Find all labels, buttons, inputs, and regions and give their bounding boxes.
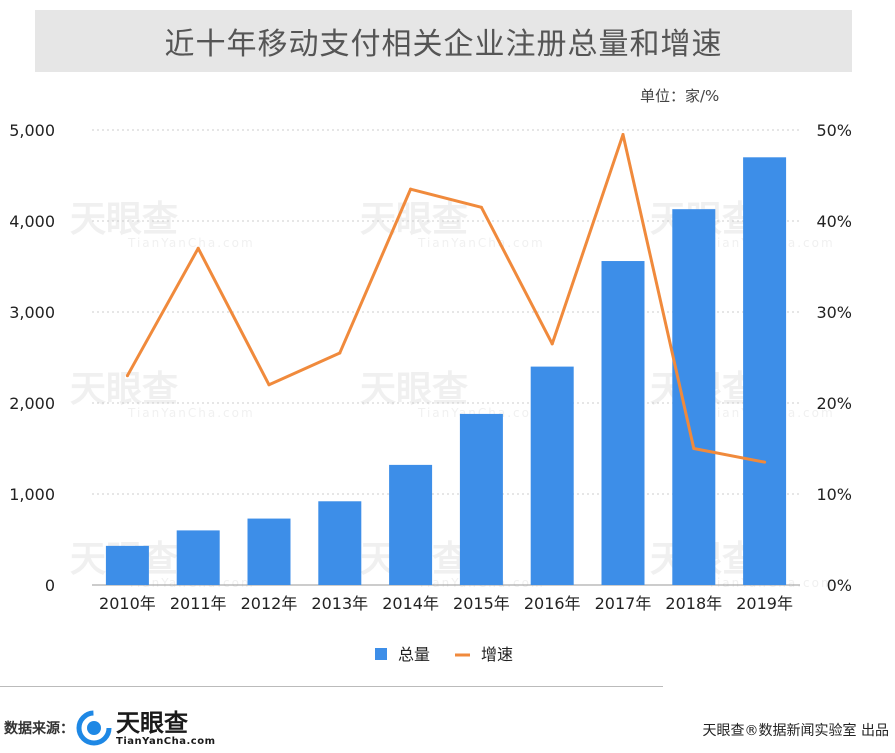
- x-tick-label: 2019年: [736, 594, 793, 613]
- bar: [247, 518, 291, 585]
- chart-title: 近十年移动支付相关企业注册总量和增速: [164, 27, 723, 62]
- x-tick-label: 2014年: [382, 594, 439, 613]
- footer-divider: [0, 686, 663, 687]
- legend-label: 增速: [481, 645, 513, 664]
- y-left-tick-label: 2,000: [9, 394, 55, 413]
- y-right-tick-label: 20%: [816, 394, 852, 413]
- y-left-tick-label: 1,000: [9, 485, 55, 504]
- line-point: [196, 246, 200, 250]
- bar: [105, 545, 149, 585]
- x-tick-label: 2017年: [595, 594, 652, 613]
- line-point: [763, 460, 767, 464]
- x-tick-label: 2011年: [170, 594, 227, 613]
- x-tick-label: 2015年: [453, 594, 510, 613]
- y-right-tick-label: 0%: [827, 576, 852, 595]
- bar: [530, 366, 574, 585]
- x-tick-label: 2013年: [311, 594, 368, 613]
- y-right-tick-label: 10%: [816, 485, 852, 504]
- y-left-tick-label: 0: [45, 576, 55, 595]
- logo-name: 天眼查: [116, 708, 188, 737]
- x-tick-label: 2018年: [665, 594, 722, 613]
- line-point: [550, 342, 554, 346]
- growth-line: [126, 133, 765, 464]
- line-point: [125, 374, 129, 378]
- line-point: [267, 383, 271, 387]
- y-left-tick-label: 3,000: [9, 303, 55, 322]
- bar: [743, 157, 787, 586]
- y-right-tick-label: 30%: [816, 303, 852, 322]
- legend-label: 总量: [398, 645, 430, 664]
- publisher-credit: 天眼查®数据新闻实验室 出品: [702, 723, 889, 739]
- y-left-tick-label: 5,000: [9, 121, 55, 140]
- x-tick-label: 2012年: [241, 594, 298, 613]
- line-point: [479, 205, 483, 209]
- line-point: [409, 187, 413, 191]
- unit-label: 单位：家/%: [640, 87, 720, 105]
- bar: [318, 501, 362, 585]
- y-right-tick-label: 50%: [816, 121, 852, 140]
- bar: [672, 209, 716, 586]
- source-logo: 天眼查 TianYanCha.com: [76, 708, 216, 748]
- bar: [176, 530, 220, 585]
- line-point: [338, 351, 342, 355]
- legend-swatch-bar: [375, 648, 387, 660]
- title-bar: 近十年移动支付相关企业注册总量和增速: [35, 10, 852, 72]
- combo-chart: 0 1,000 2,000 3,000 4,000 5,000 0% 10% 20% 30% 40%…: [9, 121, 852, 664]
- y-left-tick-label: 4,000: [9, 212, 55, 231]
- logo-url: TianYanCha.com: [116, 735, 216, 747]
- bar: [389, 464, 433, 585]
- line-point: [621, 133, 625, 137]
- tianyancha-logo-icon: [76, 710, 112, 746]
- bar: [459, 413, 503, 585]
- source-label: 数据来源：: [4, 721, 74, 737]
- x-tick-label: 2010年: [99, 594, 156, 613]
- y-right-tick-label: 40%: [816, 212, 852, 231]
- bar: [601, 261, 645, 585]
- x-tick-label: 2016年: [524, 594, 581, 613]
- line-point: [692, 447, 696, 450]
